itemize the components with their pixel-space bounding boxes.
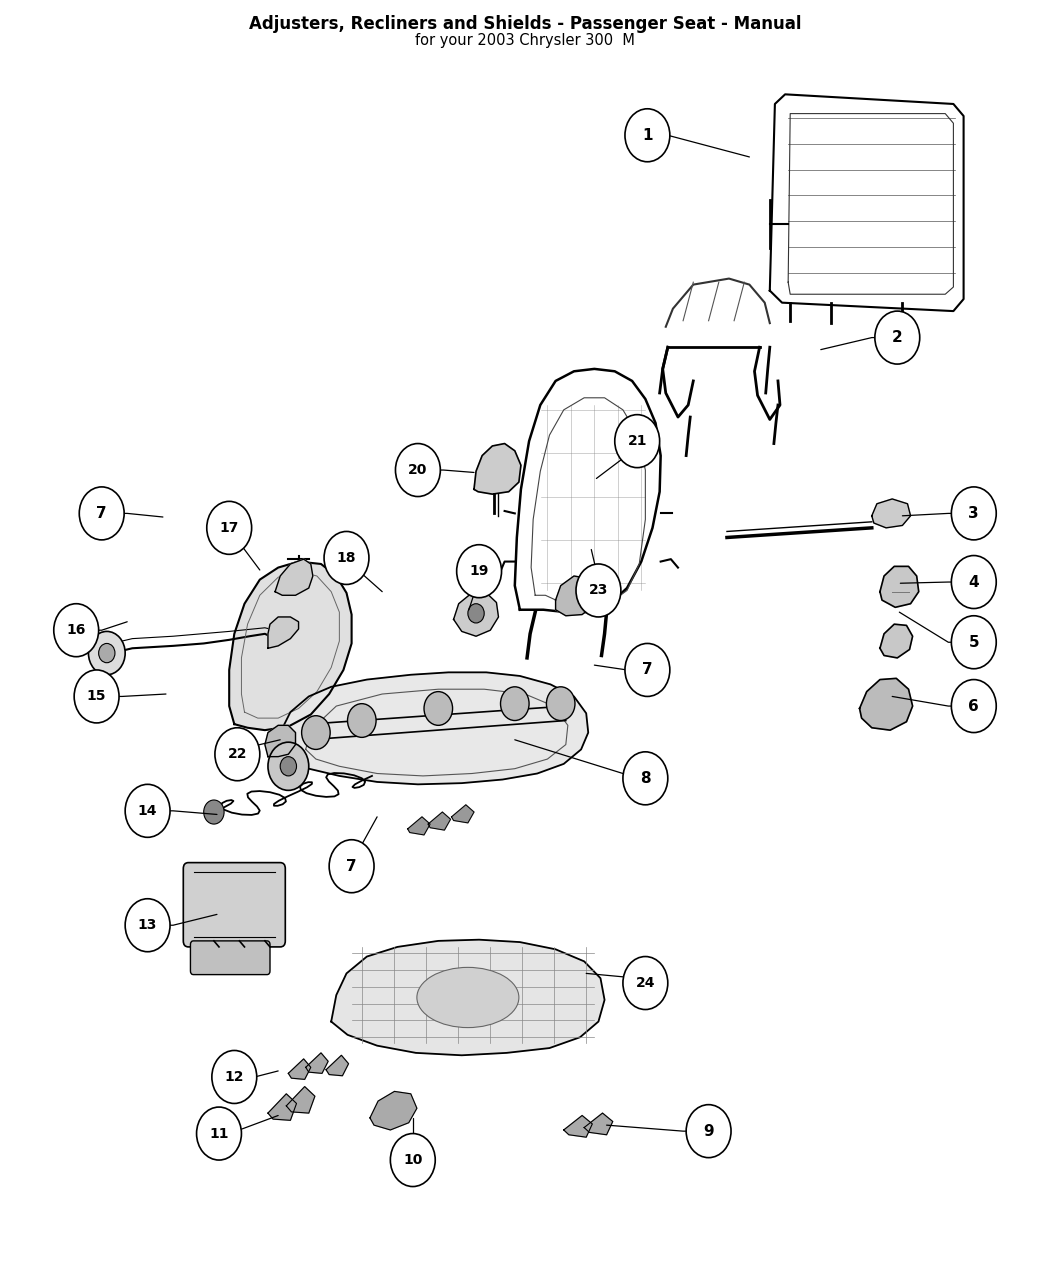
Text: 7: 7 <box>643 663 653 677</box>
Circle shape <box>457 544 502 598</box>
Circle shape <box>625 644 670 696</box>
Polygon shape <box>275 560 313 595</box>
Polygon shape <box>287 1086 315 1113</box>
Text: 23: 23 <box>589 584 608 598</box>
Text: 20: 20 <box>408 463 427 477</box>
Circle shape <box>625 108 670 162</box>
Text: 9: 9 <box>704 1123 714 1139</box>
Text: 18: 18 <box>337 551 356 565</box>
Polygon shape <box>584 1113 613 1135</box>
Circle shape <box>951 616 996 669</box>
Circle shape <box>75 669 119 723</box>
Polygon shape <box>268 617 298 648</box>
Circle shape <box>501 687 529 720</box>
Text: 7: 7 <box>346 859 357 873</box>
Text: 1: 1 <box>643 128 653 143</box>
FancyBboxPatch shape <box>184 863 286 947</box>
Text: 10: 10 <box>403 1153 422 1167</box>
Circle shape <box>196 1107 242 1160</box>
Circle shape <box>951 487 996 539</box>
Text: 5: 5 <box>968 635 979 650</box>
Circle shape <box>546 687 575 720</box>
Circle shape <box>576 564 621 617</box>
Circle shape <box>623 956 668 1010</box>
Circle shape <box>215 728 259 780</box>
Polygon shape <box>306 1053 329 1074</box>
Circle shape <box>424 691 453 725</box>
Circle shape <box>614 414 659 468</box>
Circle shape <box>268 742 309 790</box>
Circle shape <box>301 715 330 750</box>
Circle shape <box>125 899 170 951</box>
Circle shape <box>99 644 114 663</box>
Circle shape <box>324 532 369 584</box>
Polygon shape <box>880 625 912 658</box>
Polygon shape <box>428 812 450 830</box>
FancyBboxPatch shape <box>190 941 270 974</box>
Text: 19: 19 <box>469 565 489 578</box>
Circle shape <box>951 556 996 608</box>
Circle shape <box>329 840 374 892</box>
Ellipse shape <box>417 968 519 1028</box>
Text: 13: 13 <box>138 918 158 932</box>
Text: 24: 24 <box>635 977 655 989</box>
Polygon shape <box>860 678 912 731</box>
Text: 3: 3 <box>968 506 979 521</box>
Polygon shape <box>872 499 910 528</box>
Text: 11: 11 <box>209 1127 229 1141</box>
Circle shape <box>79 487 124 539</box>
Polygon shape <box>370 1091 417 1130</box>
Polygon shape <box>268 1094 296 1121</box>
Text: 22: 22 <box>228 747 247 761</box>
Text: 15: 15 <box>87 690 106 704</box>
Polygon shape <box>564 1116 592 1137</box>
Circle shape <box>207 501 252 555</box>
Circle shape <box>686 1104 731 1158</box>
Text: 12: 12 <box>225 1070 244 1084</box>
Polygon shape <box>880 566 919 607</box>
Circle shape <box>875 311 920 365</box>
Text: 2: 2 <box>891 330 903 346</box>
Text: 7: 7 <box>97 506 107 521</box>
Circle shape <box>125 784 170 838</box>
Circle shape <box>951 680 996 733</box>
Circle shape <box>623 752 668 805</box>
Text: 14: 14 <box>138 803 158 817</box>
Polygon shape <box>555 576 596 616</box>
Polygon shape <box>454 593 499 636</box>
Circle shape <box>468 603 484 623</box>
Circle shape <box>280 756 296 776</box>
Polygon shape <box>265 725 295 756</box>
Text: 21: 21 <box>628 435 647 448</box>
Text: 17: 17 <box>219 521 239 534</box>
Polygon shape <box>474 444 521 495</box>
Circle shape <box>54 603 99 657</box>
Circle shape <box>212 1051 257 1103</box>
Circle shape <box>204 799 224 824</box>
Polygon shape <box>229 561 352 731</box>
Text: 6: 6 <box>968 699 980 714</box>
Polygon shape <box>275 672 588 784</box>
Circle shape <box>348 704 376 737</box>
Text: Adjusters, Recliners and Shields - Passenger Seat - Manual: Adjusters, Recliners and Shields - Passe… <box>249 15 801 33</box>
Polygon shape <box>407 817 430 835</box>
Polygon shape <box>331 940 605 1056</box>
Polygon shape <box>327 1056 349 1076</box>
Text: 8: 8 <box>640 771 651 785</box>
Circle shape <box>391 1133 436 1187</box>
Polygon shape <box>452 805 474 822</box>
Polygon shape <box>289 1060 311 1080</box>
Circle shape <box>396 444 440 496</box>
Text: 4: 4 <box>968 575 979 589</box>
Text: for your 2003 Chrysler 300  M: for your 2003 Chrysler 300 M <box>415 33 635 48</box>
Circle shape <box>88 631 125 674</box>
Text: 16: 16 <box>66 623 86 638</box>
